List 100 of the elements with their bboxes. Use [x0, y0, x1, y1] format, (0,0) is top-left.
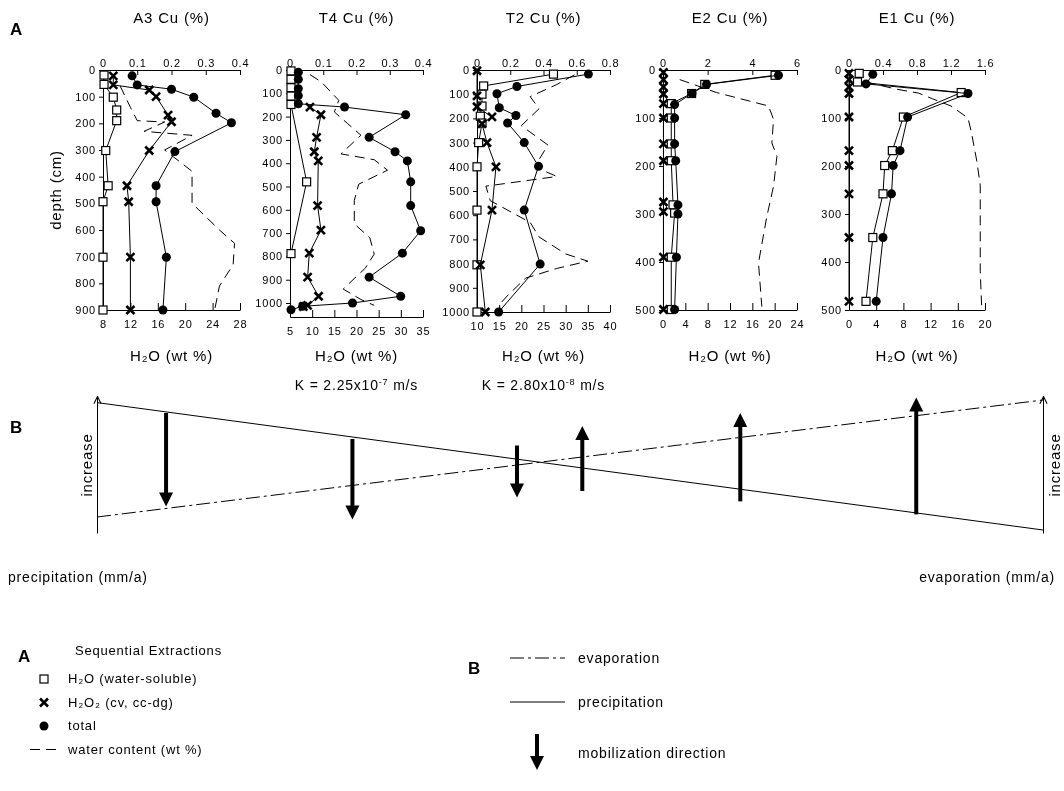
- y-tick-label: 900: [75, 304, 96, 317]
- x-tick-label: 40: [603, 319, 618, 332]
- legend-title: Sequential Extractions: [75, 643, 222, 658]
- y-tick-label: 200: [449, 112, 470, 125]
- y-tick-label: 100: [821, 112, 842, 125]
- y-tick-label: 300: [635, 208, 656, 221]
- x2-axis-title: A3 Cu (%): [133, 9, 210, 26]
- x-tick-label: 5: [287, 324, 294, 337]
- x-tick-label: 0: [846, 317, 853, 330]
- x-tick-label: 25: [537, 319, 551, 332]
- x-tick-label: 24: [790, 317, 805, 330]
- x-tick-label: 20: [768, 317, 783, 330]
- text: A: [10, 20, 24, 39]
- x-tick-label: 12: [723, 317, 738, 330]
- y-tick-label: 500: [449, 185, 470, 198]
- text: mobilization direction: [578, 745, 727, 761]
- x-axis-title: H₂O (wt %): [502, 347, 585, 364]
- legend-label: H₂O (water-soluble): [68, 671, 198, 686]
- x2-tick-label: 1.6: [976, 57, 995, 69]
- legend-label: water content (wt %): [67, 741, 203, 757]
- text: evaporation (mm/a): [919, 569, 1055, 585]
- x2-tick-label: 6: [794, 57, 801, 69]
- x-tick-label: 8: [704, 317, 712, 330]
- y-tick-label: 200: [821, 160, 842, 173]
- y-axis-title: increase: [78, 433, 95, 497]
- y-tick-label: 400: [262, 157, 283, 170]
- y-tick-label: 600: [75, 224, 96, 237]
- x-tick-label: 28: [233, 317, 248, 330]
- x-tick-label: 20: [350, 324, 364, 337]
- x2-tick-label: 0.6: [568, 57, 587, 69]
- x-tick-label: 20: [178, 317, 193, 330]
- x-tick-label: 15: [492, 319, 507, 332]
- x2-tick-label: 0.3: [197, 57, 216, 69]
- x2-tick-label: 0.4: [414, 57, 433, 69]
- x2-tick-label: 0: [474, 57, 481, 69]
- x-axis-title: H₂O (wt %): [315, 347, 398, 364]
- y-tick-label: 500: [262, 180, 283, 193]
- y-tick-label: 0: [835, 64, 842, 77]
- x-tick-label: 20: [978, 317, 993, 330]
- legend-label: precipitation: [578, 694, 664, 710]
- x-tick-label: 4: [873, 317, 881, 330]
- x2-axis-title: T2 Cu (%): [505, 9, 582, 26]
- y-axis-title: depth (cm): [47, 150, 64, 230]
- x-axis-title: H₂O (wt %): [688, 347, 772, 364]
- x2-tick-label: 0.4: [874, 57, 893, 69]
- x-tick-label: 16: [745, 317, 760, 330]
- x-axis-title: H₂O (wt %): [130, 347, 213, 364]
- x-axis-title: H₂O (wt %): [875, 347, 959, 364]
- annotation: B: [10, 418, 24, 437]
- x2-tick-label: 0.2: [163, 57, 181, 69]
- y-tick-label: 300: [449, 136, 470, 149]
- x-tick-label: 25: [372, 324, 387, 337]
- y-tick-label: 0: [463, 64, 470, 77]
- text: K = 2.80x10$^{-8}$ m/s: [481, 377, 606, 393]
- x2-tick-label: 4: [749, 57, 757, 69]
- y-tick-label: 900: [262, 273, 283, 286]
- x-tick-label: 35: [416, 324, 431, 337]
- y-tick-label: 900: [449, 281, 470, 294]
- y-tick-label: 700: [449, 233, 470, 246]
- x2-tick-label: 1.2: [942, 57, 961, 69]
- x2-tick-label: 0.3: [381, 57, 400, 69]
- x-tick-label: 0: [660, 317, 667, 330]
- y-tick-label: 800: [75, 277, 96, 290]
- x-tick-label: 10: [305, 324, 320, 337]
- x-tick-label: 30: [394, 324, 409, 337]
- y-tick-label: 400: [449, 160, 470, 173]
- x2-tick-label: 0.8: [601, 57, 620, 69]
- text: precipitation (mm/a): [8, 569, 148, 585]
- x2-tick-label: 0.2: [501, 57, 520, 69]
- legend-label: total: [68, 718, 97, 733]
- y-tick-label: 100: [262, 87, 283, 100]
- y-tick-label: 1000: [255, 297, 283, 310]
- y-tick-label: 600: [449, 209, 470, 222]
- x2-tick-label: 0.1: [314, 57, 333, 69]
- x-tick-label: 20: [514, 319, 529, 332]
- x-tick-label: 24: [206, 317, 221, 330]
- y-tick-label: 1000: [442, 306, 470, 319]
- legend-label: H₂O₂ (cv, cc-dg): [68, 694, 174, 710]
- x2-tick-label: 0: [660, 57, 667, 69]
- text: K = 2.25x10$^{-7}$ m/s: [294, 377, 419, 393]
- y-tick-label: 300: [75, 144, 96, 157]
- y-tick-label: 0: [649, 64, 656, 77]
- x2-tick-label: 0: [100, 57, 107, 69]
- x-tick-label: 12: [123, 317, 138, 330]
- y-tick-label: 100: [635, 112, 656, 125]
- legend-label: evaporation: [578, 650, 660, 666]
- x2-tick-label: 0.8: [908, 57, 927, 69]
- y-tick-label: 300: [821, 208, 842, 221]
- y-tick-label: 300: [262, 133, 283, 146]
- y-tick-label: 600: [262, 203, 283, 216]
- x2-tick-label: 0: [846, 57, 853, 69]
- y-tick-label: 200: [262, 110, 283, 123]
- x-tick-label: 8: [900, 317, 908, 330]
- y-tick-label: 400: [821, 256, 842, 269]
- x2-tick-label: 0.4: [535, 57, 553, 69]
- x-tick-label: 15: [327, 324, 342, 337]
- x2-tick-label: 0.2: [348, 57, 366, 69]
- y-tick-label: 500: [635, 304, 656, 317]
- y-tick-label: 800: [262, 250, 283, 263]
- x-tick-label: 16: [951, 317, 966, 330]
